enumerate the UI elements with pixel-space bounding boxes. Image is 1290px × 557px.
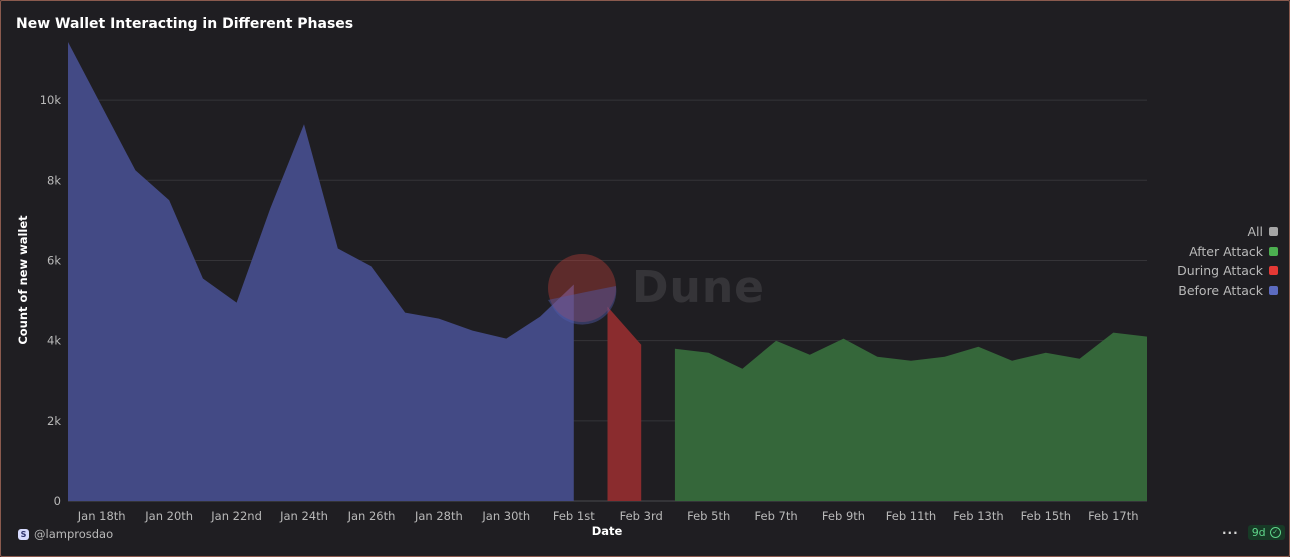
- chart-legend: All After Attack During Attack Before At…: [1160, 222, 1278, 300]
- y-tick-label: 4k: [47, 334, 61, 348]
- footer-actions: ··· 9d ✓: [1222, 525, 1285, 540]
- y-tick-label: 10k: [40, 93, 62, 107]
- x-tick-label: Feb 7th: [755, 509, 798, 523]
- legend-swatch: [1269, 285, 1278, 295]
- y-tick-label: 6k: [47, 253, 61, 267]
- legend-label: During Attack: [1177, 263, 1263, 279]
- y-tick-label: 8k: [47, 173, 61, 187]
- series-areas: [68, 42, 1147, 501]
- dune-logo-watermark: [548, 254, 616, 322]
- series-area-during-attack: [607, 306, 642, 501]
- series-area-before-attack: [68, 42, 574, 501]
- y-tick-label: 0: [54, 494, 61, 508]
- dune-watermark: [548, 254, 617, 325]
- legend-swatch: [1269, 266, 1278, 276]
- x-tick-label: Jan 24th: [279, 509, 328, 523]
- x-tick-label: Feb 13th: [953, 509, 1003, 523]
- legend-label: After Attack: [1189, 243, 1263, 259]
- check-icon: ✓: [1269, 527, 1281, 538]
- x-tick-label: Jan 26th: [347, 509, 396, 523]
- legend-item-before-attack[interactable]: Before Attack: [1160, 281, 1278, 301]
- y-axis-label: Count of new wallet: [16, 215, 30, 345]
- y-axis-ticks: 0 2k 4k 6k 8k 10k: [40, 93, 62, 508]
- x-tick-label: Feb 11th: [886, 509, 936, 523]
- x-tick-label: Feb 9th: [822, 509, 865, 523]
- x-tick-label: Jan 30th: [481, 509, 530, 523]
- x-tick-label: Feb 1st: [553, 509, 595, 523]
- x-tick-label: Jan 22nd: [210, 509, 262, 523]
- legend-item-all[interactable]: All: [1160, 222, 1278, 242]
- legend-item-after-attack[interactable]: After Attack: [1160, 242, 1278, 262]
- x-tick-label: Feb 15th: [1021, 509, 1071, 523]
- author-name: @lamprosdao: [34, 527, 114, 541]
- freshness-badge[interactable]: 9d ✓: [1247, 525, 1285, 540]
- x-axis-label: Date: [592, 524, 623, 538]
- legend-label: All: [1247, 224, 1264, 240]
- dune-logo-watermark-arc: [548, 286, 617, 325]
- legend-item-during-attack[interactable]: During Attack: [1160, 261, 1278, 281]
- x-tick-label: Feb 5th: [687, 509, 730, 523]
- dune-logo-icon: S: [18, 528, 29, 540]
- more-dots-icon[interactable]: ···: [1222, 525, 1239, 540]
- author-credit[interactable]: S @lamprosdao: [18, 527, 113, 541]
- legend-label: Before Attack: [1178, 282, 1263, 298]
- legend-swatch: [1269, 227, 1278, 237]
- legend-swatch: [1269, 246, 1278, 256]
- watermark-text: Dune: [632, 262, 766, 313]
- x-tick-label: Feb 3rd: [620, 509, 663, 523]
- x-axis-ticks: Jan 18th Jan 20th Jan 22nd Jan 24th Jan 26th…: [77, 509, 1139, 523]
- age-text: 9d: [1251, 526, 1266, 539]
- x-tick-label: Jan 18th: [77, 509, 126, 523]
- chart-title: New Wallet Interacting in Different Phas…: [16, 16, 354, 32]
- x-tick-label: Jan 28th: [414, 509, 463, 523]
- series-area-after-attack: [674, 332, 1147, 501]
- x-tick-label: Jan 20th: [144, 509, 193, 523]
- x-tick-label: Feb 17th: [1088, 509, 1138, 523]
- y-tick-label: 2k: [47, 414, 61, 428]
